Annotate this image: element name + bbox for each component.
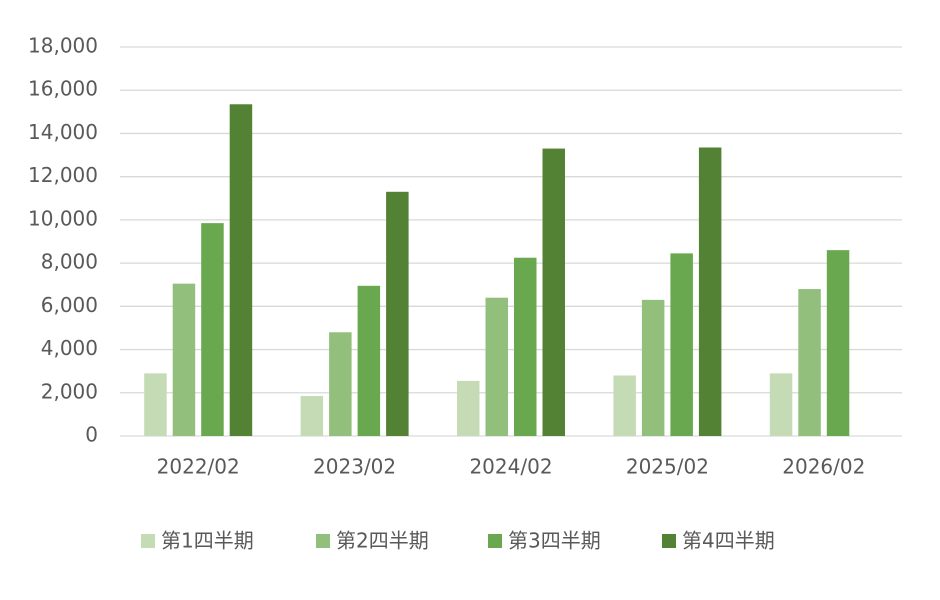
x-tick-label: 2026/02 [782,455,865,479]
bar [172,283,196,436]
x-tick-label: 2025/02 [626,455,709,479]
legend-swatch [488,534,502,548]
y-tick-label: 0 [85,423,98,447]
bar [386,191,409,436]
y-tick-label: 8,000 [41,250,98,274]
legend-swatch [316,534,330,548]
bar [457,380,480,436]
bar [329,332,352,436]
y-tick-label: 6,000 [41,293,98,317]
bar [641,299,665,436]
y-tick-label: 2,000 [41,379,98,403]
x-tick-label: 2023/02 [313,455,396,479]
bar [357,285,381,436]
bar [300,396,324,436]
bar [144,373,167,436]
legend-swatch [662,534,676,548]
bar [229,104,253,437]
y-tick-label: 18,000 [28,34,98,58]
y-tick-label: 16,000 [28,77,98,101]
bar [613,375,636,436]
y-tick-label: 14,000 [28,120,98,144]
legend-label: 第1四半期 [161,529,254,553]
legend-label: 第2四半期 [336,529,429,553]
bar [769,373,793,436]
bar [201,223,224,436]
legend-swatch [141,534,155,548]
bar [514,257,537,436]
bar [826,250,850,436]
legend-label: 第3四半期 [508,529,601,553]
bar [542,148,565,437]
y-tick-label: 10,000 [28,206,98,230]
x-tick-label: 2024/02 [469,455,552,479]
bar [798,289,821,436]
bar [670,253,693,436]
bar [485,297,508,436]
legend-label: 第4四半期 [682,529,775,553]
bar [698,147,722,436]
y-tick-label: 4,000 [41,336,98,360]
y-tick-label: 12,000 [28,163,98,187]
x-tick-label: 2022/02 [157,455,240,479]
